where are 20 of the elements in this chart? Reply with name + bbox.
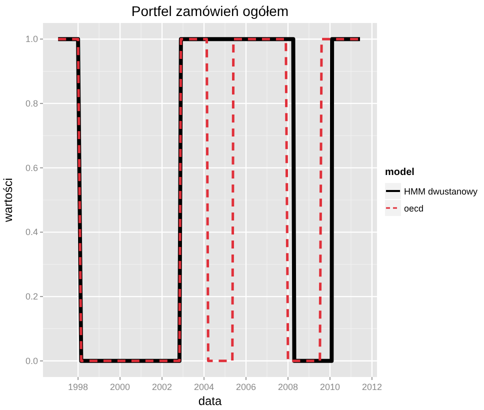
y-tick-label: 1.0 <box>25 34 38 44</box>
x-tick-label: 2000 <box>110 382 130 392</box>
y-tick-label: 0.2 <box>25 292 38 302</box>
x-tick-label: 2010 <box>320 382 340 392</box>
x-tick-label: 2012 <box>362 382 382 392</box>
x-tick-label: 2002 <box>152 382 172 392</box>
x-tick-label: 1998 <box>68 382 88 392</box>
legend-label: oecd <box>404 204 424 214</box>
x-tick-label: 2004 <box>194 382 214 392</box>
legend-label: HMM dwustanowy <box>404 186 478 196</box>
y-tick-label: 0.4 <box>25 227 38 238</box>
chart-title: Portfel zamówień ogółem <box>131 3 289 19</box>
y-axis-title: wartości <box>1 178 15 224</box>
x-tick-label: 2006 <box>236 382 256 392</box>
x-tick-label: 2008 <box>278 382 298 392</box>
y-tick-label: 0.6 <box>25 162 38 173</box>
y-tick-label: 0.0 <box>25 356 38 366</box>
legend-title: model <box>385 167 415 178</box>
y-tick-label: 0.8 <box>25 98 38 108</box>
x-axis-title: data <box>198 394 222 408</box>
